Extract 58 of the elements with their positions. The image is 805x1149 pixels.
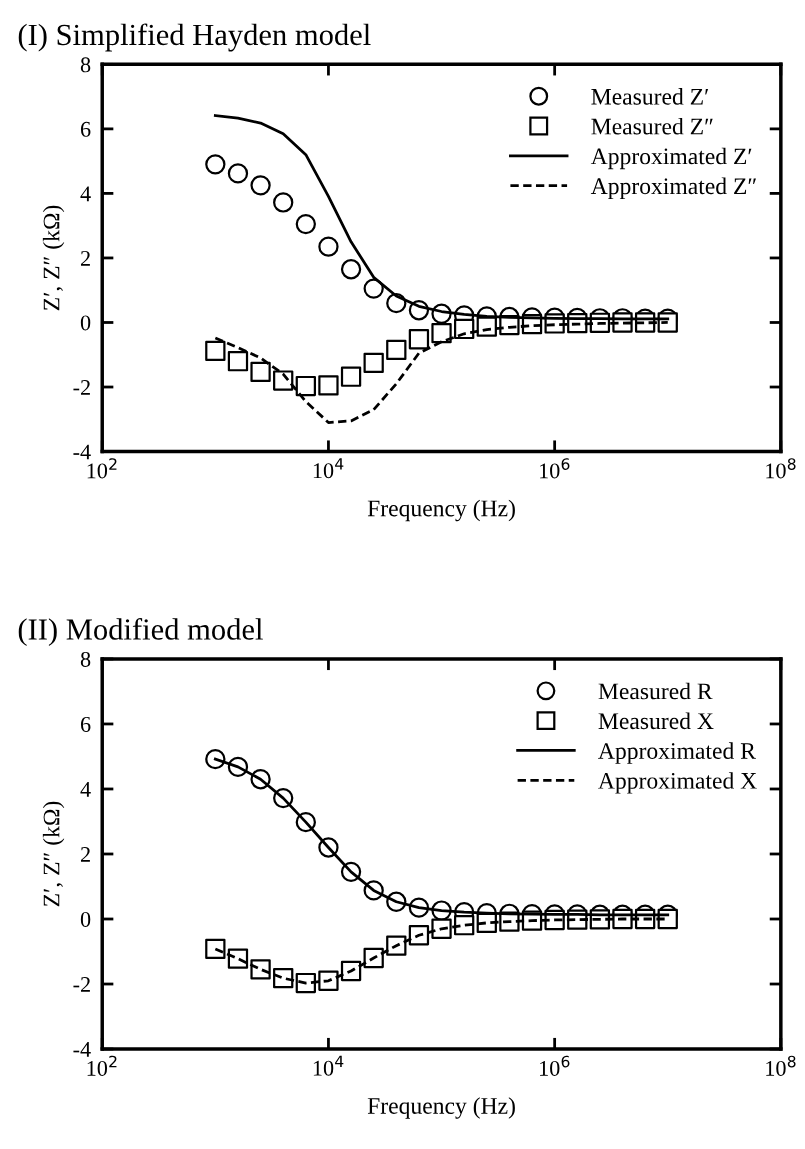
y-tick-label: -4 (73, 444, 91, 460)
point (340, 366, 362, 387)
point (250, 175, 271, 196)
legend-label: Approximated Z″ (590, 177, 756, 199)
point (386, 935, 407, 956)
y-tick-label: 0 (80, 315, 91, 331)
point (454, 318, 475, 340)
x-tick-label: 10$^{4}$ (313, 1055, 344, 1076)
point (431, 322, 452, 344)
point (205, 340, 226, 362)
y-tick-label: 8 (80, 651, 91, 667)
legend-label: Measured Z′ (591, 88, 709, 105)
y-tick-label: 4 (80, 186, 91, 202)
point (295, 375, 316, 397)
point (273, 192, 294, 213)
x-tick-label: 10$^{8}$ (766, 458, 796, 479)
x-axis-title: Frequency (Hz) (367, 499, 515, 522)
point (318, 970, 339, 991)
y-axis-title: Z′, Z″ (kΩ) (42, 801, 65, 907)
legend-label: Measured R (598, 682, 713, 700)
y-tick-label: -2 (73, 977, 90, 992)
point (205, 154, 226, 175)
y-tick-label: 6 (80, 716, 91, 732)
x-tick-label: 10$^{6}$ (540, 1055, 570, 1076)
y-tick-label: 6 (80, 121, 91, 137)
y-tick-label: 0 (80, 911, 91, 927)
y-tick-label: 2 (80, 250, 90, 266)
y-tick-label: -2 (73, 380, 90, 395)
y-tick-label: 8 (80, 57, 91, 73)
y-tick-label: -4 (73, 1042, 91, 1057)
chart-title: (II) Modified model (18, 617, 263, 647)
legend-label: Approximated R (598, 742, 756, 764)
point (227, 163, 249, 184)
x-axis-title: Frequency (Hz) (367, 1097, 515, 1119)
point (318, 236, 339, 257)
x-tick-label: 10$^{4}$ (313, 458, 344, 479)
point (250, 361, 271, 383)
point (340, 259, 362, 280)
point (363, 352, 384, 373)
legend-label: Measured X (598, 712, 714, 730)
chart-title: (I) Simplified Hayden model (18, 23, 371, 52)
legend-label: Approximated Z′ (590, 147, 752, 170)
point (431, 918, 452, 939)
y-tick-label: 2 (80, 846, 90, 862)
y-axis-title: Z′, Z″ (kΩ) (42, 205, 65, 311)
point (227, 351, 249, 372)
legend-label: Measured Z″ (591, 117, 713, 135)
point (273, 370, 294, 391)
point (363, 278, 384, 299)
x-tick-label: 10$^{8}$ (766, 1055, 796, 1076)
legend-label: Approximated X (598, 772, 757, 794)
y-tick-label: 4 (80, 782, 91, 797)
x-tick-label: 10$^{6}$ (540, 458, 570, 479)
point (205, 938, 226, 960)
point (386, 339, 407, 361)
point (318, 375, 339, 396)
point (408, 329, 430, 350)
point (295, 213, 316, 235)
